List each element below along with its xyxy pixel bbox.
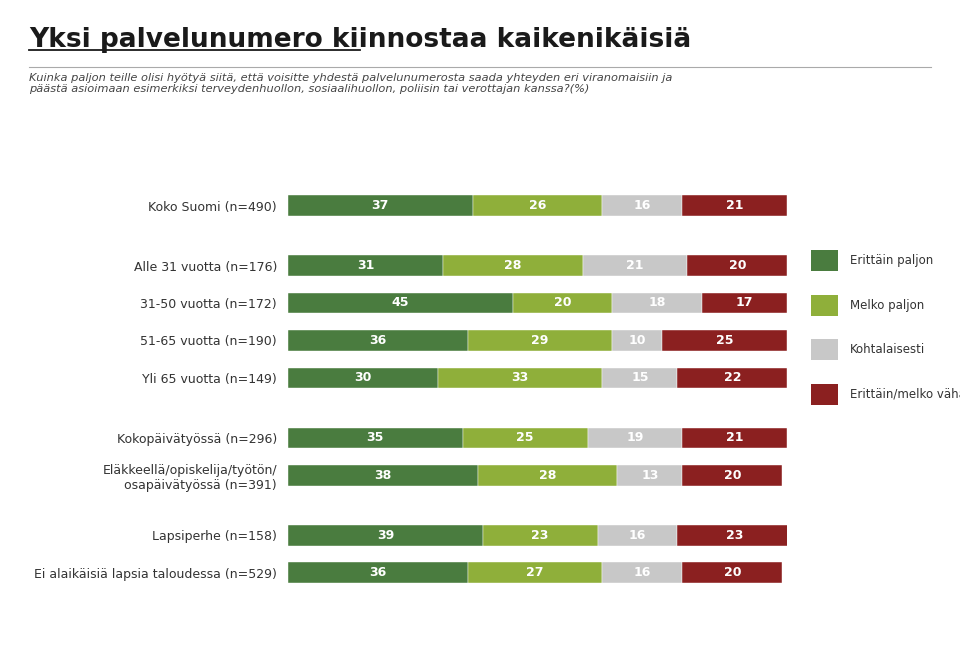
Text: 21: 21 <box>626 259 644 272</box>
Bar <box>468 562 603 583</box>
Text: 36: 36 <box>370 566 387 579</box>
Bar <box>288 330 468 351</box>
Bar <box>463 428 588 448</box>
Bar <box>288 255 443 276</box>
Bar <box>288 562 468 583</box>
Text: 19: 19 <box>626 432 643 444</box>
Bar <box>603 196 683 216</box>
Bar <box>583 255 687 276</box>
Bar <box>687 255 787 276</box>
Text: Erittäin/melko vähän: Erittäin/melko vähän <box>850 388 960 401</box>
Text: Melko paljon: Melko paljon <box>850 299 924 312</box>
Bar <box>603 368 678 388</box>
Text: 45: 45 <box>392 296 409 309</box>
Text: 25: 25 <box>716 334 733 347</box>
Text: 20: 20 <box>729 259 746 272</box>
Text: 26: 26 <box>529 199 546 212</box>
Text: 35: 35 <box>367 432 384 444</box>
Text: Kuinka paljon teille olisi hyötyä siitä, että voisitte yhdestä palvelunumerosta : Kuinka paljon teille olisi hyötyä siitä,… <box>29 73 672 94</box>
Text: 16: 16 <box>634 199 651 212</box>
Bar <box>443 255 583 276</box>
Text: 33: 33 <box>512 371 529 385</box>
Text: Kohtalaisesti: Kohtalaisesti <box>850 343 924 356</box>
Bar <box>683 562 782 583</box>
Bar <box>472 196 603 216</box>
Bar <box>683 428 787 448</box>
Text: E V I D E N C E - B A S E D   C O M M U N I C A T I O N S: E V I D E N C E - B A S E D C O M M U N … <box>277 627 683 639</box>
Text: 37: 37 <box>372 199 389 212</box>
Text: Erittäin paljon: Erittäin paljon <box>850 254 933 267</box>
Bar <box>438 368 603 388</box>
Text: 20: 20 <box>554 296 571 309</box>
Text: 18: 18 <box>649 296 666 309</box>
Bar <box>288 525 483 545</box>
Text: 28: 28 <box>539 469 556 482</box>
Text: 17: 17 <box>736 296 754 309</box>
Text: 13: 13 <box>641 469 659 482</box>
Bar <box>588 428 683 448</box>
Text: 27: 27 <box>526 566 544 579</box>
Text: 28: 28 <box>504 259 521 272</box>
Text: 39: 39 <box>376 528 394 542</box>
Text: 21: 21 <box>726 432 744 444</box>
Bar <box>603 562 683 583</box>
Text: 31: 31 <box>357 259 374 272</box>
Bar <box>678 525 792 545</box>
Text: 29: 29 <box>532 334 549 347</box>
Bar <box>703 293 787 313</box>
Bar <box>288 293 513 313</box>
Bar <box>678 368 787 388</box>
Bar <box>597 525 678 545</box>
Bar <box>288 196 472 216</box>
Text: 20: 20 <box>724 566 741 579</box>
Text: 23: 23 <box>532 528 549 542</box>
Text: 23: 23 <box>726 528 743 542</box>
Bar <box>513 293 612 313</box>
Bar <box>612 293 703 313</box>
Bar <box>662 330 787 351</box>
Text: 38: 38 <box>374 469 392 482</box>
Bar <box>478 465 617 485</box>
Bar <box>683 196 787 216</box>
Text: 21: 21 <box>726 199 744 212</box>
Text: Yksi palvelunumero kiinnostaa kaikenikäisiä: Yksi palvelunumero kiinnostaa kaikenikäi… <box>29 27 691 54</box>
Text: 10: 10 <box>629 334 646 347</box>
Text: 30: 30 <box>354 371 372 385</box>
Text: 16: 16 <box>634 566 651 579</box>
Bar <box>468 330 612 351</box>
Bar <box>288 368 438 388</box>
Bar <box>483 525 597 545</box>
Text: 16: 16 <box>629 528 646 542</box>
Text: 36: 36 <box>370 334 387 347</box>
Text: 15: 15 <box>631 371 649 385</box>
Bar <box>612 330 662 351</box>
Text: 25: 25 <box>516 432 534 444</box>
Bar <box>617 465 683 485</box>
Bar <box>288 465 478 485</box>
Text: 20: 20 <box>724 469 741 482</box>
Bar <box>288 428 463 448</box>
Bar <box>683 465 782 485</box>
Text: 22: 22 <box>724 371 741 385</box>
